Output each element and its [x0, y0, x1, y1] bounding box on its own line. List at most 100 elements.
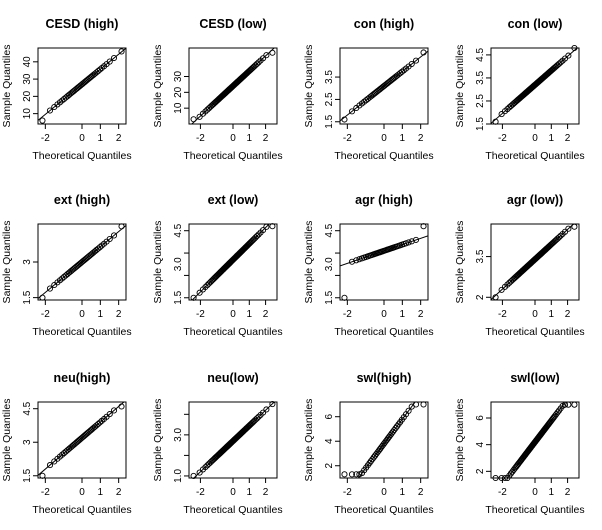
y-tick-label: 6: [475, 415, 486, 421]
y-axis-label: Sample Quantiles: [1, 221, 13, 304]
qq-point: [59, 275, 66, 282]
x-tick-label: 2: [116, 487, 122, 498]
qq-point: [46, 107, 54, 114]
y-tick-label: 4: [324, 438, 335, 444]
y-tick-label: 6: [324, 413, 335, 419]
qq-point: [557, 59, 564, 66]
x-tick-label: -2: [498, 133, 507, 144]
x-tick-label: 1: [400, 133, 406, 144]
panel-title: ext (low): [208, 193, 259, 207]
y-tick-label: 2.5: [475, 94, 486, 108]
qq-point: [412, 57, 420, 64]
y-tick-label: 10: [22, 108, 33, 120]
panel-title: neu(high): [54, 371, 111, 385]
y-tick-label: 3: [22, 259, 33, 265]
x-tick-label: 2: [263, 487, 269, 498]
x-tick-label: 2: [116, 309, 122, 320]
qq-point: [405, 239, 412, 246]
qq-panel: con (low) -2 0 1 2 1.5 2.5 3.5 4.5 Theoretical Qu…: [454, 17, 585, 162]
x-tick-label: 2: [565, 487, 571, 498]
qq-point: [96, 244, 103, 251]
qq-point: [341, 294, 348, 301]
qq-point: [269, 401, 276, 408]
qq-point: [248, 238, 255, 245]
qq-point: [248, 420, 255, 427]
qq-point: [110, 232, 118, 239]
qq-point: [118, 48, 125, 55]
x-axis-label: Theoretical Quantiles: [183, 150, 282, 162]
x-axis-label: Theoretical Quantiles: [334, 504, 433, 516]
x-tick-label: -2: [41, 309, 50, 320]
qq-point: [263, 223, 270, 230]
qq-point: [106, 235, 113, 243]
qq-point: [412, 236, 420, 243]
qq-panel: swl(high) -2 0 1 2 2 4 6 Theoretical Quantiles Sa…: [303, 371, 434, 516]
x-tick-label: 0: [230, 309, 236, 320]
x-tick-label: 2: [565, 133, 571, 144]
qq-point: [561, 228, 569, 235]
qq-point: [39, 472, 46, 479]
qq-point: [259, 227, 267, 234]
qq-point: [253, 415, 261, 422]
qq-point: [492, 474, 499, 482]
x-axis-label: Theoretical Quantiles: [485, 504, 584, 516]
y-tick-label: 2: [324, 463, 335, 469]
qq-point: [498, 474, 505, 482]
x-tick-label: -2: [41, 133, 50, 144]
y-tick-label: 3.0: [324, 257, 335, 271]
y-tick-label: 3.5: [324, 70, 335, 84]
y-tick-label: 30: [22, 73, 33, 85]
qq-point: [106, 411, 113, 418]
y-tick-label: 1.0: [173, 469, 184, 483]
x-tick-label: 0: [230, 133, 236, 144]
x-tick-label: 0: [79, 487, 85, 498]
x-tick-label: 0: [79, 133, 85, 144]
y-tick-label: 2.5: [324, 92, 335, 106]
qq-point: [190, 294, 197, 301]
qq-point: [95, 67, 102, 75]
y-tick-label: 2: [475, 294, 486, 300]
y-tick-label: 2: [475, 468, 486, 474]
qq-point: [341, 471, 348, 478]
qq-point: [46, 462, 54, 469]
x-tick-label: 0: [381, 487, 387, 498]
qq-point: [259, 55, 267, 62]
qq-panel: neu(low) -2 0 1 2 1.0 3.0 Theoretical Quantiles…: [152, 371, 283, 516]
x-tick-label: 1: [247, 487, 253, 498]
x-tick-label: 2: [116, 133, 122, 144]
qq-point: [408, 238, 415, 245]
y-axis-label: Sample Quantiles: [1, 399, 13, 482]
x-axis-label: Theoretical Quantiles: [334, 150, 433, 162]
qq-point: [571, 223, 578, 230]
x-tick-label: 0: [532, 133, 538, 144]
panel-title: swl(high): [357, 371, 412, 385]
y-axis-label: Sample Quantiles: [303, 45, 315, 128]
x-tick-label: 0: [230, 487, 236, 498]
y-tick-label: 4: [475, 441, 486, 447]
y-axis-label: Sample Quantiles: [454, 399, 466, 482]
qq-point: [96, 66, 103, 73]
x-tick-label: -2: [498, 487, 507, 498]
qq-point: [59, 451, 66, 458]
x-tick-label: 2: [418, 309, 424, 320]
y-axis-label: Sample Quantiles: [1, 45, 13, 128]
qq-point: [348, 108, 356, 115]
y-tick-label: 4.5: [475, 48, 486, 62]
y-tick-label: 30: [173, 71, 184, 83]
qq-point: [110, 407, 118, 414]
x-axis-label: Theoretical Quantiles: [485, 150, 584, 162]
qq-point: [110, 54, 118, 62]
x-tick-label: 2: [565, 309, 571, 320]
qq-point: [504, 281, 511, 288]
y-tick-label: 3.0: [173, 257, 184, 271]
x-tick-label: -2: [41, 487, 50, 498]
x-tick-label: -2: [498, 309, 507, 320]
qq-point: [402, 240, 410, 247]
y-tick-label: 10: [173, 102, 184, 114]
qq-point: [196, 289, 203, 296]
x-tick-label: -2: [196, 309, 205, 320]
qq-point: [420, 401, 427, 408]
qq-panel: con (high) -2 0 1 2 1.5 2.5 3.5 Theoretical Quan…: [303, 17, 434, 162]
qq-point: [504, 105, 511, 113]
